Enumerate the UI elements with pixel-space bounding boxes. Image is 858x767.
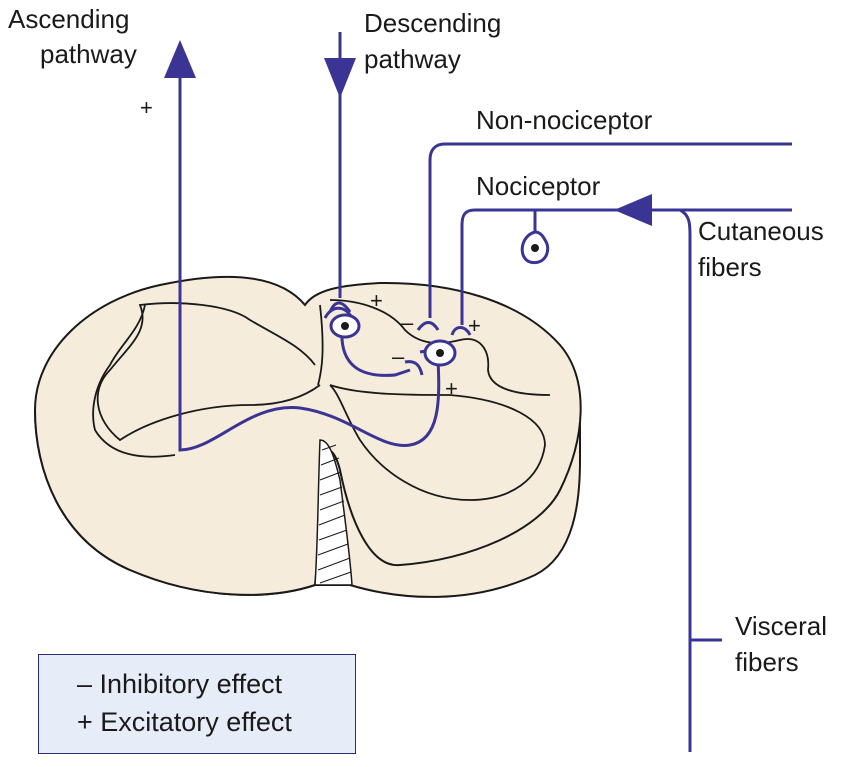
neurons <box>329 230 550 367</box>
descending-arrow-icon <box>324 58 356 98</box>
ascending-pathway-line <box>178 75 441 452</box>
dorsal-horn-right <box>317 299 551 396</box>
descending-plus-sign: + <box>370 288 383 313</box>
effect-signs: + + – + – + <box>140 95 481 401</box>
descending-neuron-nucleus <box>341 322 349 330</box>
ascending-plus-sign: + <box>140 95 153 120</box>
cutaneous-label-line1: Cutaneous <box>698 216 824 246</box>
legend-inhibitory: – Inhibitory effect <box>77 669 283 699</box>
nociceptor-line <box>460 208 792 752</box>
visceral-label-line2: fibers <box>735 647 799 677</box>
ganglion-nucleus <box>531 244 539 252</box>
visceral-label-line1: Visceral <box>735 611 827 641</box>
non-nociceptor-line <box>428 142 792 318</box>
pathway-labels: Ascending pathway Descending pathway Non… <box>8 4 827 677</box>
synapse-marks <box>323 301 472 376</box>
spinal-cord <box>33 275 582 598</box>
fissure-hatching <box>317 444 352 584</box>
ascending-label-line2: pathway <box>40 39 137 69</box>
ascending-arrow-icon <box>164 40 196 78</box>
non-nociceptor-label: Non-nociceptor <box>476 105 653 135</box>
nociceptor-plus-sign: + <box>468 313 481 338</box>
grey-matter-left-upper <box>92 304 176 458</box>
projection-neuron-nucleus <box>436 349 444 357</box>
projection-plus-sign: + <box>445 376 458 401</box>
legend: – Inhibitory effect + Excitatory effect <box>38 654 356 754</box>
interneuron-minus-sign: – <box>392 344 405 369</box>
legend-excitatory: + Excitatory effect <box>77 707 292 737</box>
non-nociceptor-minus-sign: – <box>401 310 414 335</box>
descending-label-line2: pathway <box>364 44 461 74</box>
nociceptor-arrow-icon <box>614 194 652 226</box>
descending-label-line1: Descending <box>364 8 501 38</box>
ascending-label-line1: Ascending <box>8 4 129 34</box>
grey-matter-outline <box>96 302 546 501</box>
neural-pathways <box>178 32 792 752</box>
cutaneous-label-line2: fibers <box>698 252 762 282</box>
arrowheads <box>164 40 652 226</box>
nociceptor-label: Nociceptor <box>476 171 601 201</box>
median-fissure <box>314 439 353 586</box>
descending-neuron-axon <box>340 329 411 377</box>
